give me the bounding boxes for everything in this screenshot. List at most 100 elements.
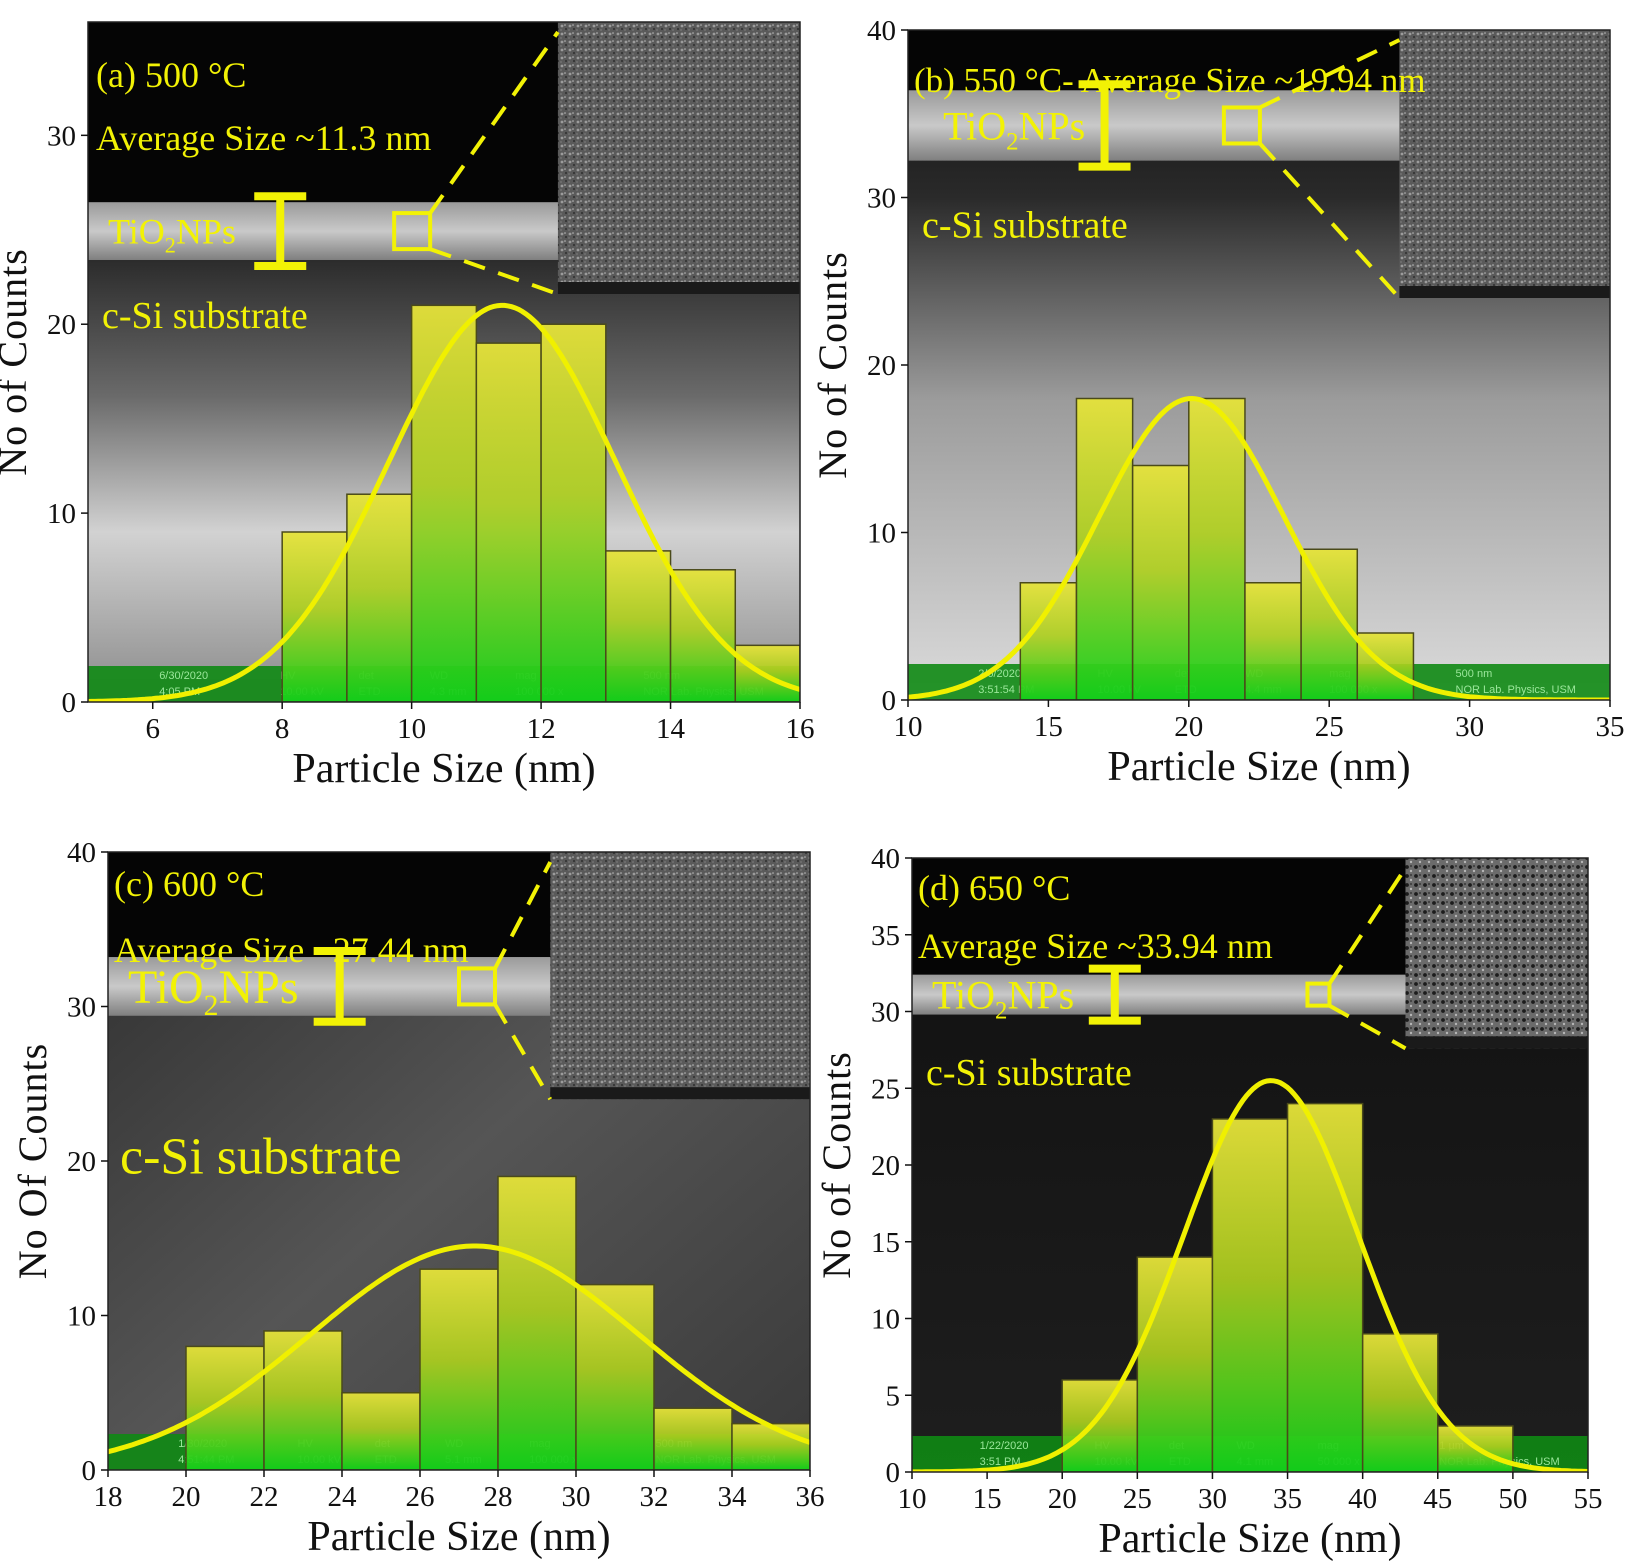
sem-info-label: 1/22/2020 <box>980 1440 1029 1452</box>
average-size-label: Average Size ~27.44 nm <box>114 930 469 970</box>
histogram-bar <box>497 1175 577 1470</box>
tio2-label-tail: NPs <box>1007 973 1074 1018</box>
zoom-line-top <box>428 30 560 215</box>
x-tick-label: 20 <box>1174 711 1203 743</box>
zoom-line-top <box>1259 38 1401 110</box>
tio2-layer-label: TiO2NPs <box>108 212 236 258</box>
zoom-line-top <box>493 861 553 970</box>
inset-info-bar <box>1405 1036 1588 1049</box>
y-axis-title: No Of Counts <box>10 1043 55 1279</box>
x-tick-label: 36 <box>796 1481 825 1513</box>
y-tick-label: 15 <box>871 1227 900 1259</box>
y-tick-label: 0 <box>82 1455 97 1487</box>
y-tick-label: 40 <box>67 837 96 869</box>
tio2-label-main: TiO <box>943 103 1006 148</box>
y-tick-label: 35 <box>871 920 900 952</box>
y-tick-label: 20 <box>867 350 896 382</box>
x-tick-label: 14 <box>656 713 686 745</box>
x-tick-label: 40 <box>1348 1483 1377 1515</box>
x-tick-label: 15 <box>973 1483 1002 1515</box>
histogram-bar <box>1019 582 1078 700</box>
x-tick-label: 22 <box>250 1481 279 1513</box>
histogram-bar <box>1286 1102 1364 1472</box>
histogram-bar <box>1136 1256 1214 1472</box>
gaussian-fit-curve <box>908 395 1610 700</box>
histogram-bar <box>1061 1379 1139 1472</box>
gaussian-fit-curve <box>912 1078 1588 1472</box>
x-tick-label: 26 <box>406 1481 435 1513</box>
x-tick-label: 10 <box>397 713 426 745</box>
histogram-bar <box>1300 548 1359 700</box>
x-tick-label: 50 <box>1498 1483 1527 1515</box>
substrate-label: c-Si substrate <box>102 295 308 337</box>
histogram-bar <box>731 1422 810 1470</box>
y-axis-title: No of Counts <box>810 251 855 479</box>
x-tick-label: 20 <box>172 1481 201 1513</box>
zoom-line-top <box>1327 866 1408 985</box>
sem-info-label: 6/30/2020 <box>159 670 208 682</box>
histogram-bar <box>653 1407 733 1470</box>
histogram-bar <box>185 1345 265 1470</box>
y-tick-label: 20 <box>67 1146 96 1178</box>
x-tick-label: 30 <box>1198 1483 1227 1515</box>
histogram-bar <box>1244 582 1302 700</box>
tio2-label-subscript: 2 <box>204 989 219 1022</box>
x-tick-label: 10 <box>894 711 923 743</box>
x-axis-title: Particle Size (nm) <box>1098 1516 1401 1562</box>
histogram-bar <box>669 569 737 702</box>
average-size-label: Average Size ~33.94 nm <box>918 926 1273 966</box>
tio2-label-main: TiO <box>108 212 165 252</box>
histogram-bar <box>475 342 542 702</box>
panel-label: (c) 600 °C <box>114 864 264 904</box>
histogram-bar <box>540 323 607 702</box>
tio2-layer-label: TiO2NPs <box>943 103 1085 155</box>
zoom-square <box>1305 981 1332 1008</box>
y-tick-label: 10 <box>67 1301 96 1333</box>
y-tick-label: 30 <box>871 997 900 1029</box>
histogram-bar <box>1131 464 1190 700</box>
inset-sem-image <box>550 852 810 1100</box>
y-tick-label: 0 <box>886 1457 901 1489</box>
histogram-bar <box>410 304 478 702</box>
x-tick-label: 30 <box>562 1481 591 1513</box>
panel-label: (a) 500 °C <box>96 55 246 95</box>
y-tick-label: 20 <box>47 309 76 341</box>
x-tick-label: 30 <box>1455 711 1484 743</box>
average-size-label: Average Size ~11.3 nm <box>96 118 431 158</box>
gaussian-fit-curve <box>108 1243 810 1455</box>
y-tick-label: 10 <box>867 518 896 550</box>
x-tick-label: 20 <box>1048 1483 1077 1515</box>
tio2-label-main: TiO <box>932 973 995 1018</box>
y-tick-label: 0 <box>882 685 897 717</box>
y-axis-title: No of Counts <box>0 248 35 476</box>
y-tick-label: 10 <box>871 1304 900 1336</box>
x-axis-title: Particle Size (nm) <box>1107 744 1410 790</box>
x-tick-label: 28 <box>484 1481 513 1513</box>
gaussian-fit-curve <box>88 302 800 702</box>
zoom-line-bottom <box>429 247 559 296</box>
tio2-label-subscript: 2 <box>995 998 1007 1025</box>
x-tick-label: 34 <box>718 1481 748 1513</box>
x-tick-label: 45 <box>1423 1483 1452 1515</box>
x-tick-label: 24 <box>328 1481 358 1513</box>
y-tick-label: 5 <box>886 1380 901 1412</box>
inset-info-bar <box>550 1087 810 1100</box>
x-axis-title: Particle Size (nm) <box>307 1514 610 1560</box>
histogram-bar <box>263 1330 343 1470</box>
zoom-square <box>1221 105 1262 146</box>
substrate-label: c-Si substrate <box>120 1128 402 1185</box>
sem-info-value: 3:51 PM <box>980 1456 1021 1468</box>
tio2-label-tail: NPs <box>176 212 236 252</box>
x-tick-label: 16 <box>786 713 815 745</box>
histogram-bar <box>605 550 672 702</box>
panel-label: (d) 650 °C <box>918 868 1070 908</box>
inset-info-bar <box>557 282 800 294</box>
